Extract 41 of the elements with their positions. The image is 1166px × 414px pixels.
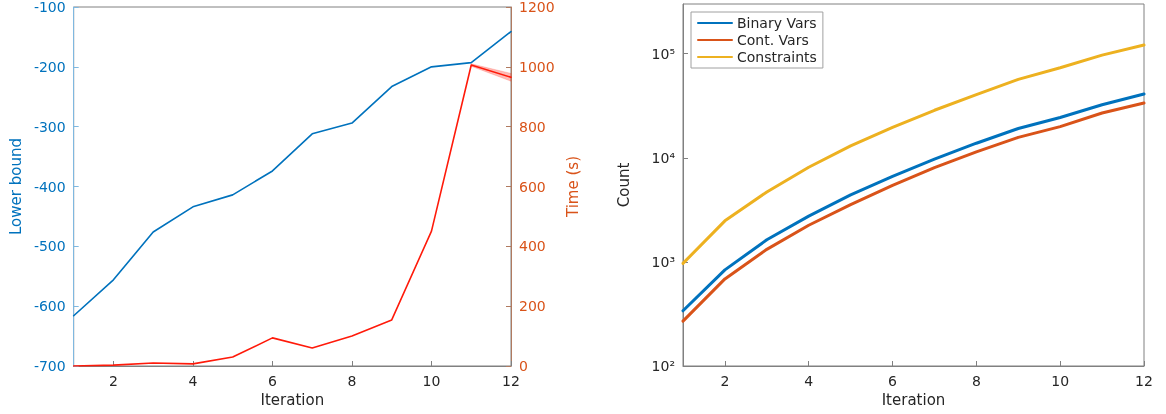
x-tick-label: 10 xyxy=(422,373,441,389)
legend-label: Constraints xyxy=(737,49,817,65)
x-axis-title: Iteration xyxy=(260,391,325,410)
y-tick-label: 10⁴ xyxy=(651,149,676,166)
x-tick-label: 2 xyxy=(108,373,118,389)
y-tick-label: 10⁵ xyxy=(651,45,675,62)
line-series xyxy=(72,30,512,317)
y-tick-label: -200 xyxy=(33,58,66,75)
y2-tick-label: 200 xyxy=(519,298,546,315)
x-tick-label: 4 xyxy=(188,373,198,389)
x-tick-label: 8 xyxy=(347,373,357,389)
x-tick-label: 6 xyxy=(268,373,277,389)
x-tick-label: 12 xyxy=(502,373,520,389)
y2-tick-label: 600 xyxy=(519,178,546,195)
y-tick-label: 10² xyxy=(651,358,675,374)
legend-label: Binary Vars xyxy=(737,15,817,31)
y2-tick-label: 1200 xyxy=(519,0,555,15)
x-tick-label: 12 xyxy=(1135,373,1153,389)
y-tick-label: -100 xyxy=(33,0,66,15)
y-tick-label: -600 xyxy=(33,298,66,315)
y-axis-title: Count xyxy=(614,162,633,208)
x-tick-label: 10 xyxy=(1051,373,1070,389)
y2-tick-label: 400 xyxy=(519,238,546,255)
y-tick-label: -300 xyxy=(33,118,66,135)
y2-tick-label: 1000 xyxy=(519,58,555,75)
x-tick-label: 4 xyxy=(804,373,814,389)
y-tick-label: 10³ xyxy=(651,253,675,270)
legend-label: Cont. Vars xyxy=(737,32,809,48)
x-axis-title: Iteration xyxy=(881,391,946,410)
y-axis-title: Lower bound xyxy=(6,138,25,235)
y2-tick-label: 800 xyxy=(519,118,546,135)
y-tick-label: -700 xyxy=(33,358,66,374)
y2-tick-label: 0 xyxy=(519,358,528,374)
x-tick-label: 8 xyxy=(971,373,981,389)
x-tick-label: 6 xyxy=(888,373,898,389)
y-tick-label: -500 xyxy=(33,238,66,255)
y-tick-label: -400 xyxy=(33,178,66,195)
line-series xyxy=(681,43,1146,265)
line-series xyxy=(72,64,512,367)
y2-axis-title: Time (s) xyxy=(564,156,583,218)
x-tick-label: 2 xyxy=(720,373,730,389)
